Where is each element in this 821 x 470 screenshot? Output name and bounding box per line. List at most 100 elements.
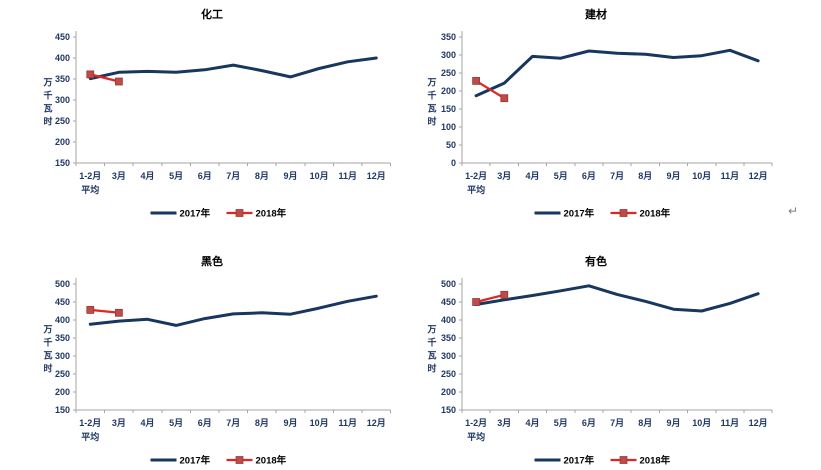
y-axis-unit-label: 千 — [427, 337, 436, 348]
y-axis-unit-label: 千 — [427, 90, 436, 101]
x-tick-label: 1-2月 — [465, 418, 487, 428]
data-point-marker — [86, 70, 95, 79]
x-tick-label: 12月 — [749, 418, 768, 428]
x-tick-label: 11月 — [338, 171, 357, 181]
x-tick-label: 4月 — [140, 418, 154, 428]
series-2018年-line — [89, 308, 121, 314]
data-point-marker — [472, 298, 480, 306]
x-tick-label: 11月 — [338, 418, 357, 428]
y-tick-label: 300 — [441, 50, 456, 60]
x-tick-label: 7月 — [610, 171, 624, 181]
y-tick-label: 200 — [441, 387, 456, 397]
legend-label: 2018年 — [256, 208, 287, 220]
legend-marker — [235, 209, 244, 217]
y-tick-label: 450 — [55, 297, 70, 307]
y-axis-unit-label: 时 — [43, 363, 52, 374]
x-tick-label: 6月 — [582, 418, 596, 428]
data-point-marker — [86, 306, 95, 314]
series-2017年-line — [474, 48, 760, 98]
legend-marker — [235, 456, 244, 464]
y-axis-unit-label: 瓦 — [427, 351, 436, 361]
y-axis-unit-label: 时 — [43, 116, 52, 127]
legend-label: 2018年 — [640, 208, 671, 220]
x-tick-label: 8月 — [255, 418, 269, 428]
y-tick-label: 250 — [441, 369, 456, 379]
y-tick-label: 300 — [441, 351, 456, 361]
y-axis-unit-label: 千 — [43, 90, 52, 101]
y-tick-label: 500 — [441, 279, 456, 289]
y-tick-label: 300 — [55, 351, 70, 361]
x-tick-label: 1-2月 — [79, 171, 101, 181]
x-tick-label: 6月 — [198, 418, 212, 428]
data-point-marker — [115, 77, 123, 86]
y-axis-unit-label: 瓦 — [427, 104, 436, 114]
y-axis-unit-label: 时 — [427, 363, 436, 374]
y-tick-label: 150 — [441, 104, 456, 114]
y-tick-label: 400 — [55, 315, 70, 325]
x-tick-label: 6月 — [582, 171, 596, 181]
x-tick-label: 1-2月 — [79, 418, 101, 428]
x-tick-label: 5月 — [554, 171, 568, 181]
series-2018年-line — [89, 73, 121, 83]
y-tick-label: 200 — [55, 387, 70, 397]
x-tick-label: 4月 — [525, 418, 539, 428]
y-axis-unit-label: 瓦 — [43, 104, 52, 114]
y-axis-unit-label: 千 — [43, 337, 52, 348]
paragraph-return-mark: ↵ — [788, 204, 799, 218]
x-tick-label: 7月 — [226, 418, 240, 428]
x-tick-sublabel: 平均 — [81, 184, 99, 195]
x-tick-label: 10月 — [310, 171, 329, 181]
y-tick-label: 100 — [441, 122, 456, 132]
x-tick-label: 12月 — [367, 418, 386, 428]
y-tick-label: 250 — [55, 116, 70, 126]
legend-label: 2017年 — [180, 208, 211, 220]
legend-label: 2017年 — [564, 455, 595, 467]
y-axis-unit-label: 时 — [427, 116, 436, 127]
x-tick-label: 11月 — [721, 418, 740, 428]
chart-title: 化工 — [201, 7, 223, 21]
chart-chemicals: 化工 150 200 250 300 350 400 450 万千瓦时 1-2月 3月 4月 5月 6月 7… — [0, 0, 410, 235]
x-tick-label: 7月 — [226, 171, 240, 181]
x-tick-label: 8月 — [638, 418, 652, 428]
x-tick-label: 12月 — [367, 171, 386, 181]
x-tick-sublabel: 平均 — [81, 431, 99, 442]
y-tick-label: 250 — [55, 369, 70, 379]
data-point-marker — [500, 290, 509, 299]
series-2018年-line — [474, 79, 506, 100]
x-tick-label: 5月 — [169, 418, 183, 428]
legend-label: 2018年 — [256, 455, 287, 467]
chart-building-materials: 建材 0 50 100 150 200 250 300 350 万千瓦时 1-2月 3月 4月 5月 6月 7… — [410, 0, 820, 235]
y-axis-unit-label: 万 — [426, 325, 436, 335]
y-tick-label: 0 — [451, 158, 456, 168]
legend-label: 2017年 — [564, 208, 595, 220]
y-tick-label: 350 — [441, 32, 456, 42]
chart-ferrous-metals: 黑色 150 200 250 300 350 400 450 500 万千瓦时 1-2月 3月 4月 5月… — [0, 247, 410, 470]
y-axis-unit-label: 万 — [426, 78, 436, 88]
legend-label: 2018年 — [640, 455, 671, 467]
y-axis-unit-label: 万 — [42, 78, 52, 88]
series-2017年-line — [88, 294, 378, 327]
x-tick-label: 10月 — [692, 171, 711, 181]
x-tick-label: 3月 — [497, 418, 511, 428]
x-tick-label: 4月 — [525, 171, 539, 181]
series-2018年-line — [474, 293, 506, 304]
series-2017年-line — [474, 284, 760, 313]
chart-nonferrous-metals: 有色 150 200 250 300 350 400 450 500 万千瓦时 1-2月 3月 4月 5月… — [410, 247, 820, 470]
x-tick-label: 9月 — [283, 418, 297, 428]
legend-marker — [619, 209, 628, 217]
x-tick-sublabel: 平均 — [467, 431, 485, 442]
data-point-marker — [115, 308, 123, 317]
x-tick-label: 3月 — [112, 171, 126, 181]
y-tick-label: 350 — [55, 333, 70, 343]
x-tick-label: 4月 — [140, 171, 154, 181]
x-tick-label: 6月 — [198, 171, 212, 181]
x-tick-label: 9月 — [666, 171, 680, 181]
x-tick-label: 8月 — [638, 171, 652, 181]
y-axis-unit-label: 万 — [42, 325, 52, 335]
y-tick-label: 350 — [441, 333, 456, 343]
x-tick-label: 10月 — [310, 418, 329, 428]
